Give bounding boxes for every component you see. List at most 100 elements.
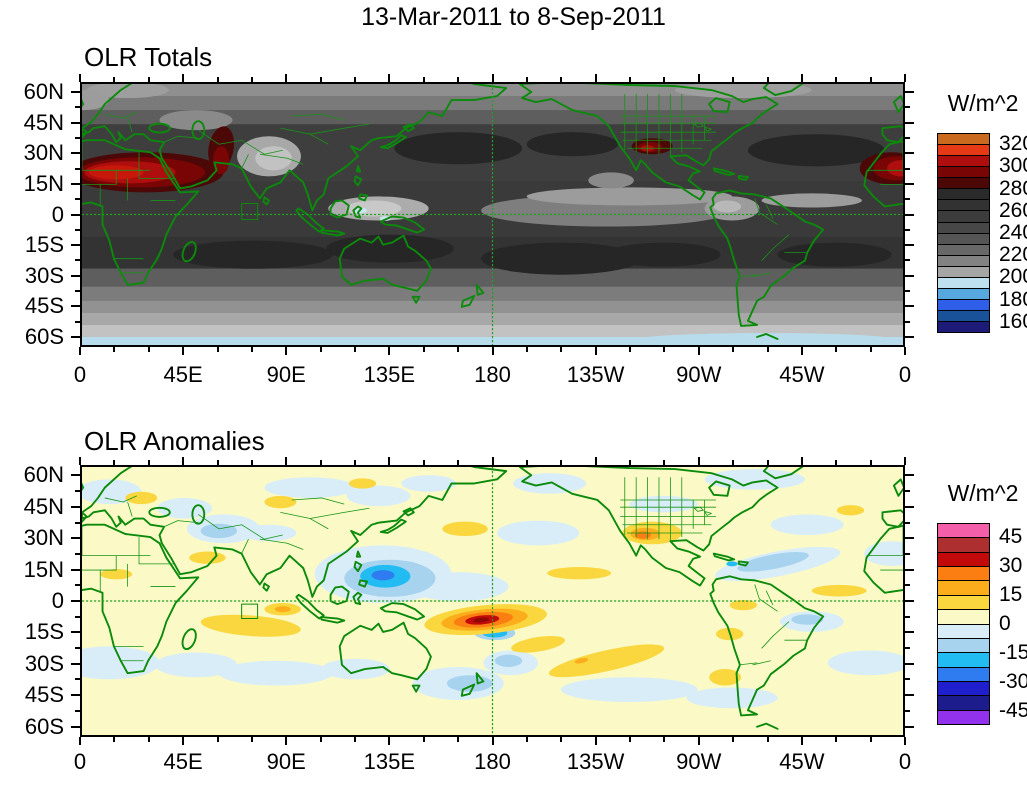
lat-tick-label: 30N [23,525,64,551]
lon-tick-label: 0 [898,749,912,774]
axis-tick [800,74,803,82]
axis-tick [629,77,631,82]
axis-tick [629,460,631,465]
axis-tick [285,347,288,355]
colorbar-tick-label: 320 [999,132,1027,156]
axis-tick [905,552,910,555]
axis-tick [905,600,914,602]
axis-tick [71,121,80,124]
colorbar-tick-label: 200 [999,265,1027,289]
axis-tick [663,347,666,352]
axis-tick [216,77,219,82]
axis-tick [71,537,80,540]
axis-tick [147,460,150,465]
axis-tick [75,647,80,650]
lat-tick-label: 45N [23,109,64,135]
axis-tick [71,568,80,571]
axis-tick [904,74,906,82]
lat-tick-label: 15N [23,556,64,582]
axis-tick [147,347,150,352]
axis-tick [905,259,910,262]
axis-tick [732,737,735,742]
axis-tick [905,615,910,618]
axis-tick [422,460,425,465]
lon-tick-label: 45E [163,749,203,774]
colorbar-cell [938,311,989,323]
lon-tick-label: 0 [73,362,87,387]
lat-tick-label: 45S [24,682,64,708]
lat-tick-label: 30S [24,650,64,676]
axis-tick [905,335,914,338]
axis-tick [319,347,322,352]
lon-tick-label: 135W [566,749,625,774]
axis-tick [147,737,150,742]
axis-tick [905,213,914,216]
axis-tick [79,347,81,355]
axis-tick [905,521,910,524]
axis-tick [71,91,80,94]
colorbar-tick-label: -30 [999,669,1027,693]
colorbar-cell [938,244,989,256]
lat-tick-label: 0 [51,588,64,613]
axis-tick [75,320,80,323]
anomalies-map-canvas [80,465,905,737]
axis-tick [905,584,910,587]
axis-tick [905,725,914,728]
axis-tick [71,244,80,247]
axis-tick [629,347,631,352]
axis-tick [905,167,910,170]
axis-tick [457,347,460,352]
axis-tick [457,737,460,742]
axis-tick [697,457,700,465]
colorbar-cell [938,134,989,146]
axis-tick [113,347,116,352]
colorbar-tick-label: 300 [999,154,1027,178]
lon-tick-label: 45W [779,362,825,387]
axis-tick [560,77,563,82]
axis-tick [835,77,838,82]
axis-tick [388,457,391,465]
colorbar-cell [938,266,989,278]
axis-tick [216,737,219,742]
axis-tick [594,74,597,82]
axis-tick [905,709,910,712]
colorbar-cell [938,167,989,179]
axis-tick [905,505,914,508]
axis-tick [71,182,80,185]
axis-tick [75,552,80,555]
colorbar-tick-label: 220 [999,243,1027,267]
axis-tick [79,737,81,745]
pacific-positive-anomaly [424,604,547,636]
axis-tick [71,474,80,477]
axis-tick [905,678,910,681]
colorbar-cell [938,710,989,725]
lon-tick-label: 0 [898,362,912,387]
axis-tick [800,737,803,745]
panel-title-olr-anomalies: OLR Anomalies [84,426,265,456]
region-box [242,604,258,618]
axis-tick [697,737,700,745]
colorbar-cell [938,222,989,234]
colorbar-cell [938,653,989,668]
colorbar-cell [938,595,989,611]
axis-tick [71,725,80,728]
colorbar-cell [938,233,989,245]
totals-map-canvas [80,82,905,347]
axis-tick [766,460,769,465]
axis-tick [905,182,914,185]
axis-tick [905,694,914,697]
axis-tick [216,347,219,352]
lat-tick-label: 60N [23,462,64,488]
colorbar-cell [938,667,989,682]
axis-tick [182,737,185,745]
lat-tick-label: 15S [24,232,64,258]
axis-tick [319,460,322,465]
anomalies-colorbar-units: W/m^2 [947,480,1019,506]
axis-tick [491,457,494,465]
axis-tick [285,457,288,465]
axis-tick [71,505,80,508]
lon-tick-label: 180 [474,749,511,774]
axis-tick [182,457,185,465]
axis-tick [525,347,528,352]
